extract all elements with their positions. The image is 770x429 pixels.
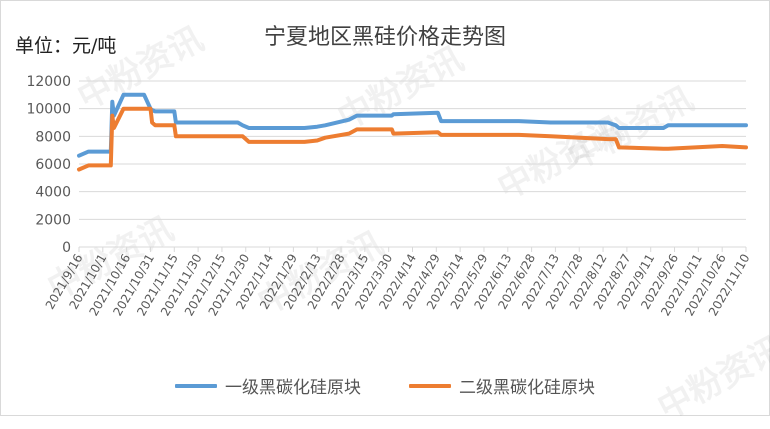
chart-legend: 一级黑碳化硅原块 二级黑碳化硅原块 <box>1 373 769 398</box>
y-tick-label: 12000 <box>26 74 71 90</box>
legend-item-series1: 一级黑碳化硅原块 <box>175 373 361 398</box>
legend-label-series2: 二级黑碳化硅原块 <box>459 378 595 398</box>
legend-swatch-series2 <box>409 383 451 388</box>
series-line-2 <box>77 106 748 172</box>
y-tick-label: 10000 <box>26 102 71 118</box>
chart-title: 宁夏地区黑硅价格走势图 <box>263 25 506 50</box>
y-tick-label: 4000 <box>35 185 71 201</box>
series-line-1 <box>77 92 748 158</box>
y-tick-label: 0 <box>62 240 71 256</box>
unit-label: 单位：元/吨 <box>15 35 117 57</box>
line-chart: 0200040006000800010000120002021/9/162021… <box>26 74 752 318</box>
legend-item-series2: 二级黑碳化硅原块 <box>409 373 595 398</box>
y-tick-label: 8000 <box>35 129 71 145</box>
y-tick-label: 6000 <box>35 157 71 173</box>
legend-label-series1: 一级黑碳化硅原块 <box>225 378 361 398</box>
legend-swatch-series1 <box>175 383 217 388</box>
y-tick-label: 2000 <box>35 212 71 228</box>
